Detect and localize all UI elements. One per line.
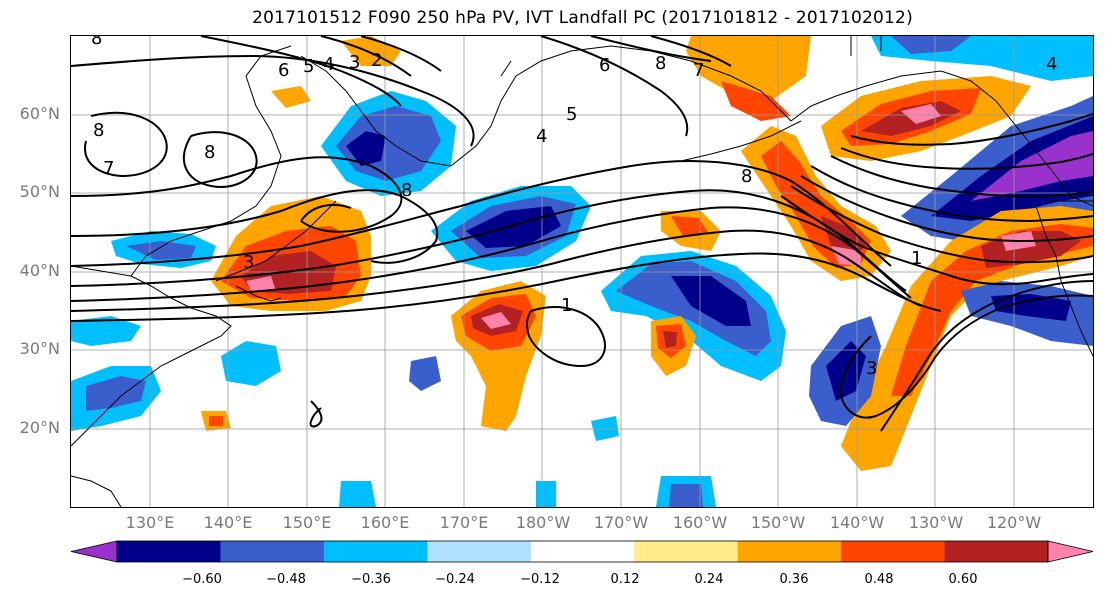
shade-blob [466,206,561,248]
contour-label: 8 [91,36,102,49]
lon-label: 160°W [672,513,728,532]
contour-label: 6 [278,60,289,81]
shade-blob [271,86,311,108]
contour-label: 8 [204,142,215,163]
shade-blob [991,294,1071,321]
contour-label: 8 [741,166,752,187]
colorbar-tick: −0.24 [435,572,475,587]
shade-blob [669,484,703,507]
colorbar-tick: 0.24 [694,572,724,587]
colorbar-tick: 0.12 [610,572,640,587]
lon-label: 130°E [125,513,175,532]
colorbar-segment [117,541,221,562]
pv-anomaly-shading [71,36,1093,507]
contour-label: 7 [103,158,114,179]
colorbar-outline [116,540,1049,563]
contour-label: 7 [693,60,704,81]
contour-label: 1 [561,295,572,316]
colorbar-tick: −0.60 [182,572,222,587]
colorbar-tick: 0.48 [864,572,894,587]
lon-label: 130°W [908,513,964,532]
lon-label: 150°W [750,513,806,532]
shade-blob [409,356,441,391]
colorbar-tick: 0.36 [779,572,809,587]
colorbar-segment [944,541,1049,562]
shade-blob [339,481,376,507]
contour-label: 2 [371,50,382,71]
shade-blob [536,481,556,507]
lon-label: 180°W [515,513,571,532]
lat-label: 60°N [19,104,60,123]
colorbar-segment [737,541,842,562]
shade-blob [86,376,146,411]
pv-contours [71,36,1093,432]
shade-blob [209,416,223,426]
graticule [71,36,1093,507]
map-title: 2017101512 F090 250 hPa PV, IVT Landfall… [252,8,913,28]
shade-blob [891,36,971,54]
contour-label: 5 [303,56,314,77]
coastlines [71,36,1093,507]
lon-label: 160°E [360,513,410,532]
contour-label: 3 [243,252,254,273]
colorbar-extend-min [70,540,118,563]
shade-blob [686,36,811,101]
shade-blob [663,331,677,348]
shade-blob [671,216,709,236]
shade-blob [346,131,386,166]
colorbar-segment [841,541,946,562]
contour-label: 3 [349,52,360,73]
colorbar-segments [70,540,1094,563]
shade-blob [721,81,791,121]
contour-label: 8 [401,180,412,201]
lat-label: 40°N [19,261,60,280]
contour-label: 3 [866,358,877,379]
contour-label: 4 [1046,54,1057,75]
colorbar-segment [634,541,739,562]
contour-label: 4 [323,54,334,75]
colorbar-segment [530,541,635,562]
shade-blob [831,246,861,266]
colorbar-segment [220,541,325,562]
shade-blob [221,341,281,386]
colorbar-tick: −0.12 [520,572,560,587]
shade-blob [126,241,196,260]
contour-label: 8 [655,53,666,74]
shade-blob [671,276,751,326]
lon-label: 170°E [439,513,489,532]
lon-label: 140°E [203,513,253,532]
contour-label-group: 8 7 6 5 4 3 2 8 8 5 4 8 7 6 8 3 4 8 1 3 … [91,36,1057,379]
lon-label: 150°E [282,513,332,532]
lon-label: 120°W [986,513,1042,532]
colorbar-segment [323,541,428,562]
shade-blob [481,312,511,329]
map-panel: 8 7 6 5 4 3 2 8 8 5 4 8 7 6 8 3 4 8 1 3 … [71,36,1093,507]
shade-blob [71,316,141,346]
contour-label: 4 [536,126,547,147]
colorbar-extend-max [1047,540,1094,563]
shade-blob [246,276,276,291]
lon-label: 140°W [829,513,885,532]
colorbar-segment [427,541,532,562]
contour-label: 5 [566,104,577,125]
shade-blob [901,104,941,124]
contour-label: 6 [599,55,610,76]
contour-label: 1 [911,248,922,269]
shade-blob [591,416,619,441]
colorbar-tick: −0.36 [351,572,391,587]
lat-label: 20°N [19,418,60,437]
colorbar-tick: −0.48 [266,572,306,587]
lat-label: 50°N [19,182,60,201]
colorbar-tick: 0.60 [948,572,978,587]
contour-label: 8 [93,120,104,141]
map-canvas: 8 7 6 5 4 3 2 8 8 5 4 8 7 6 8 3 4 8 1 3 … [71,36,1093,507]
lat-label: 30°N [19,339,60,358]
shade-blob [616,261,771,356]
lon-label: 170°W [593,513,649,532]
